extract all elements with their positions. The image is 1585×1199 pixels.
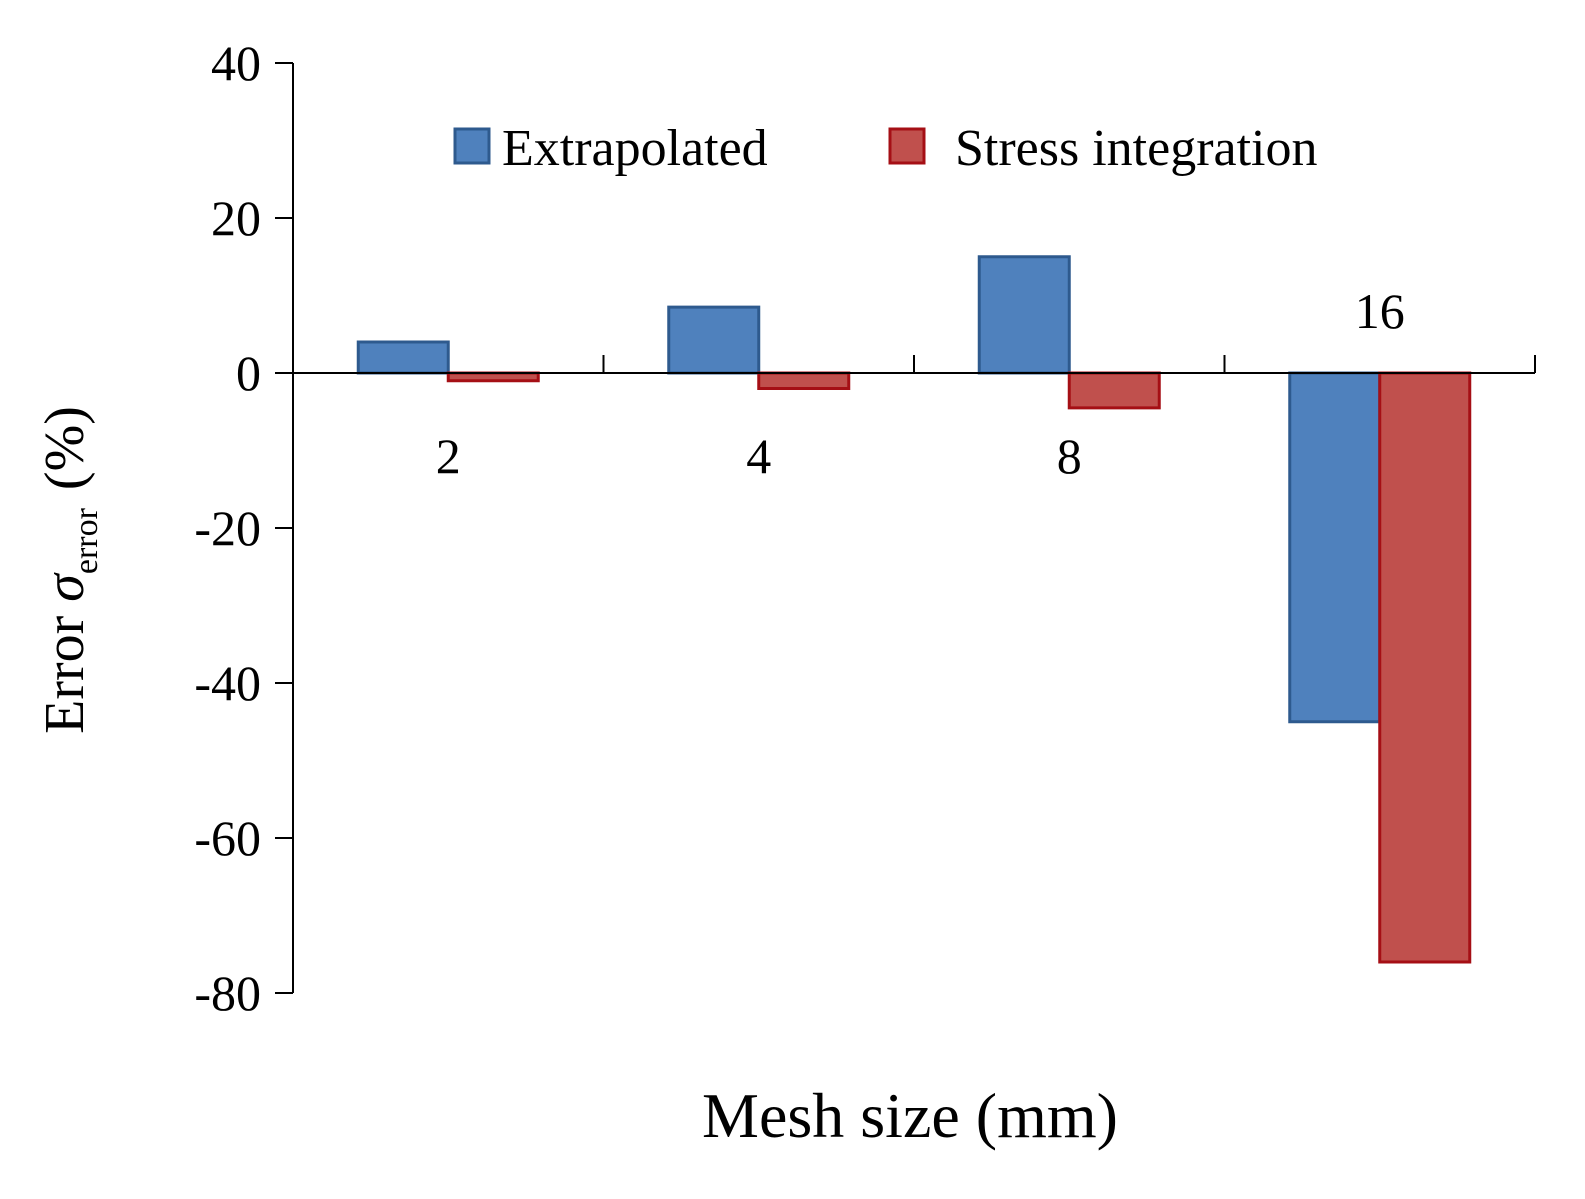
bar-extrapolated-16 bbox=[1288, 371, 1382, 724]
x-category-label: 4 bbox=[746, 428, 771, 484]
y-tick-label: 20 bbox=[211, 190, 261, 246]
y-tick-label: 0 bbox=[236, 345, 261, 401]
x-category-label: 2 bbox=[436, 428, 461, 484]
axes-layer: 40 20 0 -20 -40 -60 -80 2 4 8 16 bbox=[194, 35, 1536, 1021]
y-axis-title-prefix: Error bbox=[34, 602, 96, 734]
x-category-label: 16 bbox=[1355, 283, 1405, 339]
legend: Extrapolated Stress integration bbox=[453, 120, 1318, 177]
x-axis-title: Mesh size (mm) bbox=[702, 1080, 1118, 1151]
y-tick-label: -20 bbox=[194, 500, 261, 556]
x-category-label: 8 bbox=[1057, 428, 1082, 484]
y-axis-title: Error σerror (%) bbox=[34, 406, 105, 734]
bar-extrapolated-8 bbox=[977, 255, 1071, 375]
y-axis-title-unit: (%) bbox=[34, 406, 96, 490]
bar-extrapolated-4 bbox=[667, 305, 761, 375]
bars-layer bbox=[356, 255, 1472, 964]
legend-label-stress-integration: Stress integration bbox=[955, 120, 1318, 177]
bar-stress-integration-16 bbox=[1378, 371, 1472, 964]
y-axis-title-symbol: σ bbox=[34, 572, 96, 602]
y-axis-title-subscript: error bbox=[68, 507, 105, 574]
y-tick-label: 40 bbox=[211, 35, 261, 91]
bar-stress-integration-2 bbox=[446, 371, 540, 383]
bar-stress-integration-4 bbox=[757, 371, 851, 390]
legend-swatch-extrapolated bbox=[453, 127, 491, 165]
y-tick-label: -40 bbox=[194, 655, 261, 711]
y-tick-label: -60 bbox=[194, 810, 261, 866]
legend-label-extrapolated: Extrapolated bbox=[502, 120, 768, 177]
bar-extrapolated-2 bbox=[356, 340, 450, 375]
legend-swatch-stress-integration bbox=[888, 127, 926, 165]
bar-stress-integration-8 bbox=[1067, 371, 1161, 410]
y-tick-label: -80 bbox=[194, 965, 261, 1021]
